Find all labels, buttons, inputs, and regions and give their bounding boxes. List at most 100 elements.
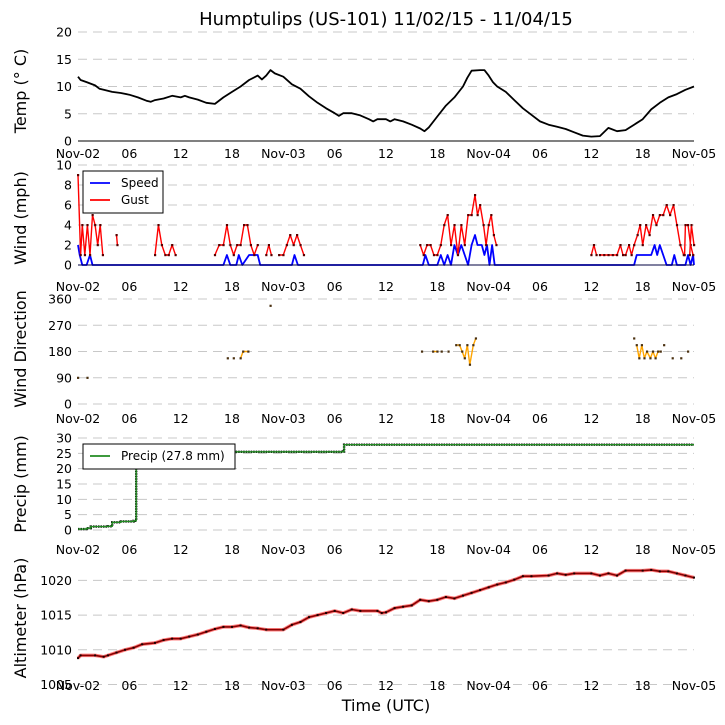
series-altimeter [76,568,695,660]
y-axis-label: Wind (mph) [11,171,30,265]
data-point [359,609,362,612]
data-point [645,350,649,353]
data-point [94,224,97,227]
x-tick-label: Nov-05 [672,411,716,426]
chart-title: Humptulips (US-101) 11/02/15 - 11/04/15 [199,9,573,30]
x-tick-label: Nov-02 [56,411,100,426]
data-point [487,224,490,227]
x-tick-label: Nov-03 [261,279,305,294]
data-point [290,623,293,626]
x-tick-label: 06 [532,542,548,557]
x-tick-label: 12 [583,678,599,693]
x-tick-label: Nov-04 [466,678,511,693]
series-segment [239,350,249,359]
data-point [393,607,396,610]
data-point [79,654,82,657]
data-point [665,204,668,207]
data-point [239,624,242,627]
data-point [267,244,270,247]
x-tick-label: Nov-05 [672,279,716,294]
series-segment [590,244,598,256]
data-point [479,589,482,592]
data-point [164,254,167,257]
data-point [171,244,174,247]
data-point [547,574,550,577]
data-point [265,254,268,257]
data-point [162,639,165,642]
data-point [79,254,82,257]
y-tick-label: 15 [56,52,72,67]
data-point [633,244,636,247]
x-tick-label: Nov-02 [56,146,100,161]
x-tick-label: 18 [429,279,445,294]
legend-label: Speed [121,176,159,190]
data-point [595,254,598,257]
data-point [651,214,655,217]
data-point [436,598,439,601]
data-point [308,616,310,619]
data-point [174,254,177,257]
data-point [350,608,353,611]
data-point [687,224,690,227]
data-point [222,244,225,247]
x-tick-label: 12 [173,678,189,693]
data-point [77,376,80,379]
data-point [229,244,232,247]
x-tick-label: 18 [224,279,240,294]
data-point [299,621,302,624]
data-point [492,234,495,237]
y-tick-label: 180 [48,344,72,359]
data-point [222,625,225,628]
x-tick-label: Nov-03 [261,411,305,426]
x-tick-label: 12 [378,146,394,161]
data-point [474,337,478,340]
data-point [236,244,239,247]
x-tick-label: 06 [327,542,343,557]
data-point [213,254,217,257]
data-point [688,254,691,257]
x-tick-label: Nov-04 [466,411,511,426]
data-point [641,244,644,247]
data-point [420,350,424,353]
x-tick-label: 12 [173,279,189,294]
data-point [436,254,439,257]
data-point [278,254,281,257]
data-point [690,224,693,227]
x-tick-label: 18 [224,678,240,693]
data-point [616,254,619,257]
series-line [78,444,694,530]
data-point [658,214,661,217]
data-point [663,344,666,347]
y-axis-label: Temp (° C) [11,49,30,134]
data-point [621,254,625,257]
data-point [242,224,246,227]
data-point [179,637,182,640]
data-point [590,572,593,575]
data-point [630,254,633,257]
data-point [289,234,292,237]
data-point [141,643,144,646]
data-point [495,244,498,247]
series-wind-direction [77,304,690,379]
x-tick-label: Nov-03 [261,542,305,557]
x-tick-label: 06 [327,146,343,161]
data-point [196,633,199,636]
data-point [521,575,524,578]
data-point [432,350,435,353]
x-tick-label: Nov-05 [672,146,716,161]
data-point [455,344,458,347]
data-point [316,614,319,617]
data-point [83,254,87,257]
data-point [648,234,651,237]
data-point [675,572,678,575]
x-tick-label: 06 [327,411,343,426]
data-point [611,254,614,257]
data-point [157,224,160,227]
data-point [460,224,463,227]
y-tick-label: 0 [64,134,72,149]
data-point [99,224,102,227]
x-tick-label: 06 [121,678,137,693]
data-point [607,572,610,575]
data-point [446,214,449,217]
